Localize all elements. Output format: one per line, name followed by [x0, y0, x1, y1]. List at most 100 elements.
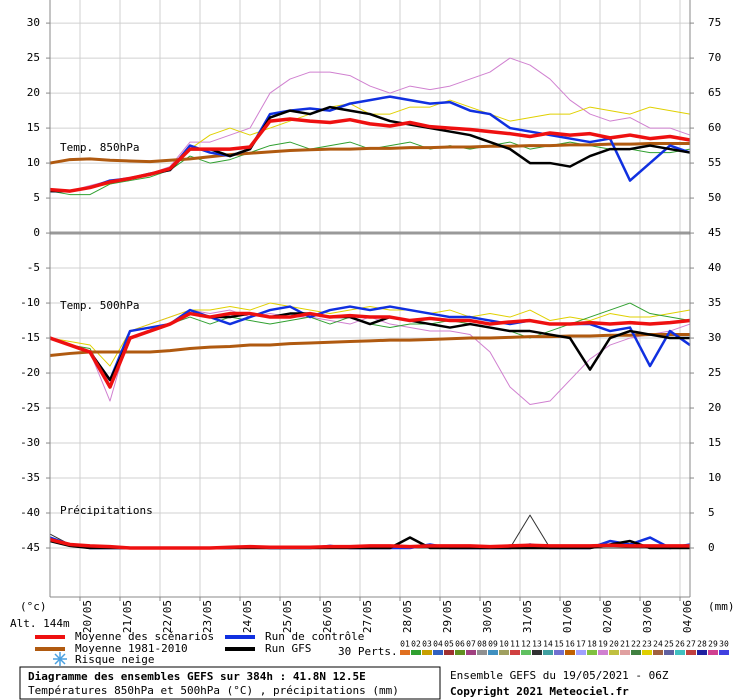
y2-tick-label: 15: [708, 436, 721, 449]
y-tick-label: 5: [33, 191, 40, 204]
pert-swatch: [686, 650, 696, 655]
title-box: [19, 666, 441, 700]
pert-swatch: [620, 650, 630, 655]
pert-swatch: [411, 650, 421, 655]
pert-swatch: [455, 650, 465, 655]
pert-label: 21: [620, 640, 630, 649]
pert-swatch: [697, 650, 707, 655]
pert-swatch: [565, 650, 575, 655]
y2-tick-label: 25: [708, 366, 721, 379]
pert-swatch: [554, 650, 564, 655]
pert-label: 05: [444, 640, 454, 649]
series-line: [49, 141, 690, 165]
panel-label: Temp. 500hPa: [60, 299, 139, 312]
pert-label: 03: [422, 640, 432, 649]
legend-label: Run GFS: [265, 642, 311, 655]
y-tick-label: -20: [20, 366, 40, 379]
pert-label: 29: [708, 640, 718, 649]
y2-tick-label: 10: [708, 471, 721, 484]
pert-label: 12: [521, 640, 531, 649]
pert-swatch: [488, 650, 498, 655]
panel-label: Précipitations: [60, 504, 153, 517]
y2-tick-label: 35: [708, 296, 721, 309]
y2-tick-label: 70: [708, 51, 721, 64]
pert-swatch: [587, 650, 597, 655]
x-tick-label: 28/05: [401, 600, 414, 633]
series-line: [49, 537, 690, 550]
y2-unit: (mm): [708, 600, 735, 613]
series-line: [49, 311, 691, 389]
x-tick-label: 31/05: [521, 600, 534, 633]
pert-swatch: [510, 650, 520, 655]
y2-tick-label: 40: [708, 261, 721, 274]
pert-swatch: [521, 650, 531, 655]
perts-label: 30 Perts.: [338, 645, 398, 658]
pert-label: 08: [477, 640, 487, 649]
y2-tick-label: 60: [708, 121, 721, 134]
pert-swatch: [653, 650, 663, 655]
pert-swatch: [466, 650, 476, 655]
panel-label: Temp. 850hPa: [60, 141, 139, 154]
pert-swatch: [400, 650, 410, 655]
pert-swatch: [576, 650, 586, 655]
legend-label: Run de contrôle: [265, 630, 364, 643]
y-tick-label: 20: [27, 86, 40, 99]
pert-label: 15: [554, 640, 564, 649]
y-tick-label: 10: [27, 156, 40, 169]
y2-tick-label: 65: [708, 86, 721, 99]
y2-tick-label: 75: [708, 16, 721, 29]
pert-label: 06: [455, 640, 465, 649]
y-tick-label: -5: [27, 261, 40, 274]
snow-icon: [53, 652, 67, 666]
pert-swatch: [719, 650, 729, 655]
pert-label: 01: [400, 640, 410, 649]
pert-label: 24: [653, 640, 663, 649]
pert-label: 22: [631, 640, 641, 649]
pert-swatch: [631, 650, 641, 655]
pert-label: 04: [433, 640, 443, 649]
pert-swatch: [675, 650, 685, 655]
y-tick-label: -25: [20, 401, 40, 414]
pert-label: 26: [675, 640, 685, 649]
legend-label: Moyenne 1981-2010: [75, 642, 188, 655]
pert-label: 25: [664, 640, 674, 649]
pert-label: 18: [587, 640, 597, 649]
y-unit: (°c): [20, 600, 47, 613]
chart-title: Diagramme des ensembles GEFS sur 384h : …: [28, 670, 366, 683]
pert-label: 17: [576, 640, 586, 649]
x-tick-label: 01/06: [561, 600, 574, 633]
pert-label: 19: [598, 640, 608, 649]
legend-label: Moyenne des scénarios: [75, 630, 214, 643]
x-tick-label: 23/05: [201, 600, 214, 633]
y-tick-label: -40: [20, 506, 40, 519]
copyright: Copyright 2021 Meteociel.fr: [450, 685, 629, 698]
y-tick-label: -35: [20, 471, 40, 484]
pert-swatch: [642, 650, 652, 655]
pert-label: 27: [686, 640, 696, 649]
pert-label: 11: [510, 640, 520, 649]
y-tick-label: -45: [20, 541, 40, 554]
y2-tick-label: 50: [708, 191, 721, 204]
y-tick-label: -10: [20, 296, 40, 309]
pert-swatch: [433, 650, 443, 655]
pert-label: 13: [532, 640, 542, 649]
pert-swatch: [708, 650, 718, 655]
pert-swatch: [664, 650, 674, 655]
pert-swatch: [609, 650, 619, 655]
altitude: Alt. 144m: [10, 617, 70, 630]
pert-swatch: [477, 650, 487, 655]
y-tick-label: 0: [33, 226, 40, 239]
y-tick-label: 25: [27, 51, 40, 64]
pert-label: 14: [543, 640, 553, 649]
y2-tick-label: 20: [708, 401, 721, 414]
pert-label: 02: [411, 640, 421, 649]
pert-swatch: [598, 650, 608, 655]
x-tick-label: 25/05: [281, 600, 294, 633]
y2-tick-label: 30: [708, 331, 721, 344]
x-tick-label: 02/06: [601, 600, 614, 633]
pert-label: 30: [719, 640, 729, 649]
grid: [50, 0, 690, 597]
y2-tick-label: 5: [708, 506, 715, 519]
pert-swatch: [444, 650, 454, 655]
